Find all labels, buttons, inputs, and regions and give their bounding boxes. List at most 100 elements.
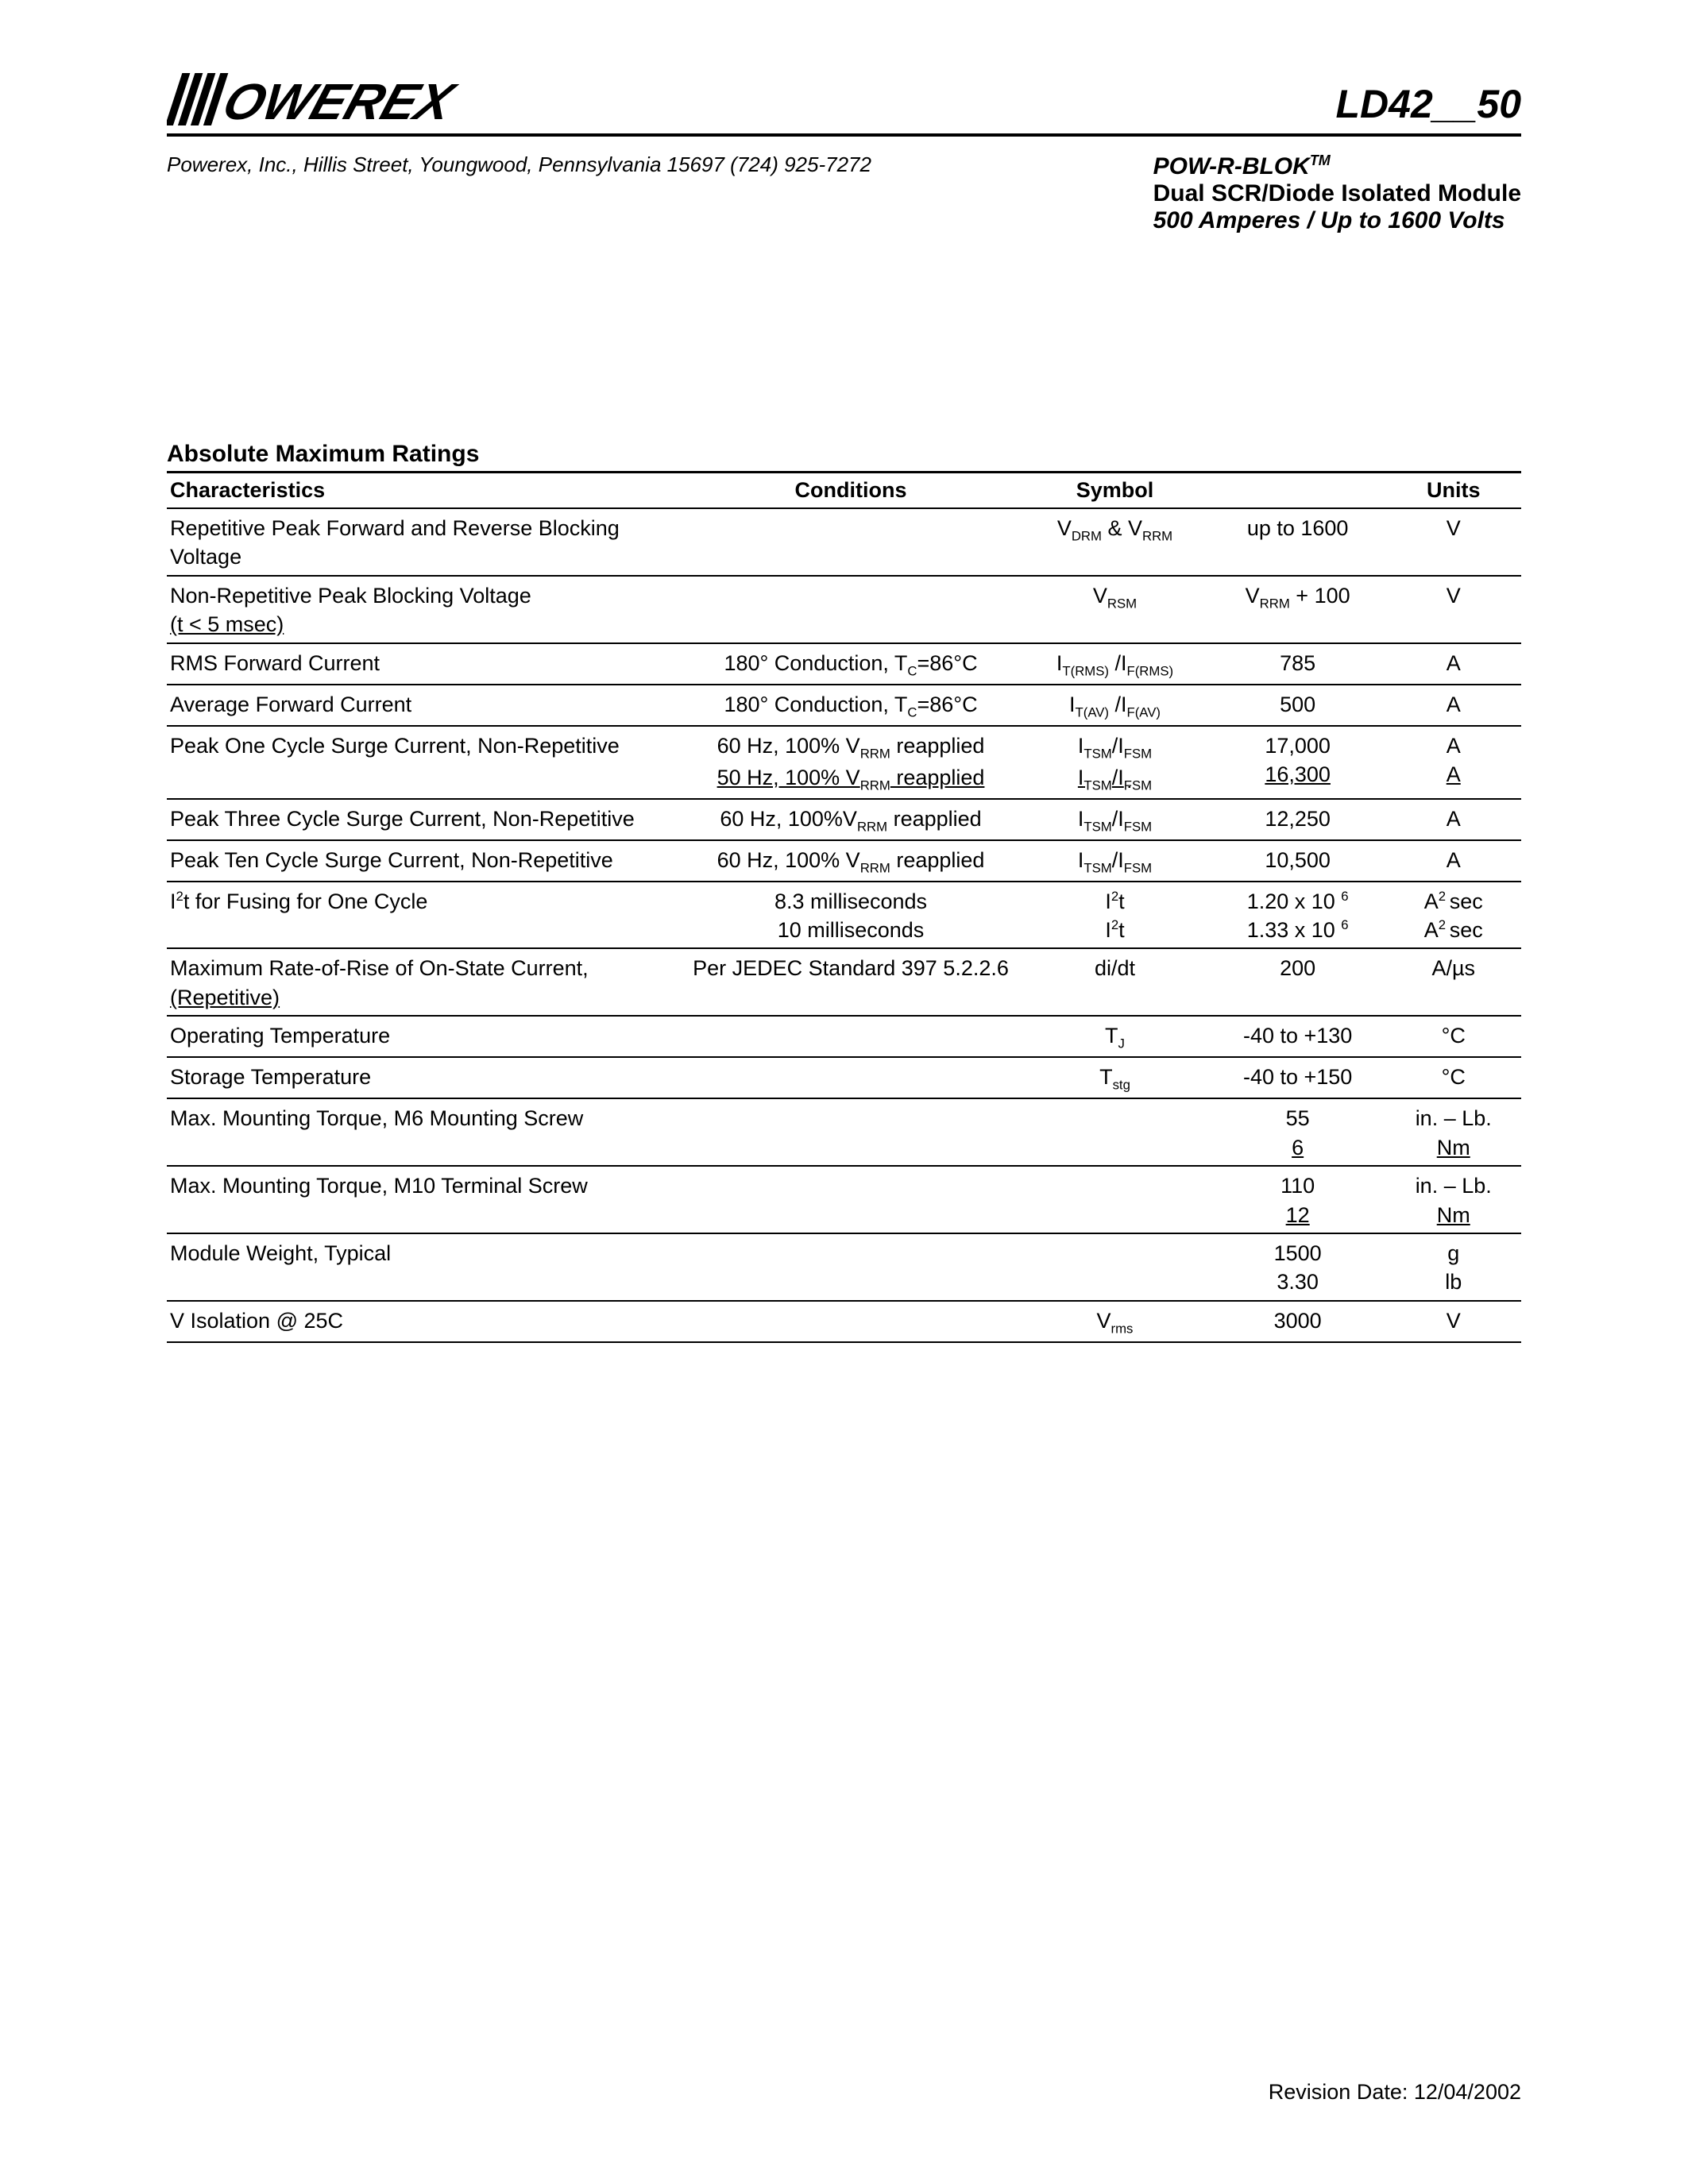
table-row: I2t for Fusing for One Cycle8.3 millisec… (167, 882, 1521, 949)
cell-symbol: TJ (1020, 1016, 1210, 1057)
cell-symbol: IT(AV) /IF(AV) (1020, 685, 1210, 726)
cell-characteristics: V Isolation @ 25C (167, 1301, 682, 1342)
table-header-row: Characteristics Conditions Symbol Units (167, 473, 1521, 509)
section-title: Absolute Maximum Ratings (167, 441, 1521, 468)
cell-characteristics: Max. Mounting Torque, M6 Mounting Screw (167, 1098, 682, 1166)
cell-symbol: di/dt (1020, 948, 1210, 1016)
product-desc-1: Dual SCR/Diode Isolated Module (1153, 180, 1521, 207)
table-row: Non-Repetitive Peak Blocking Voltage(t <… (167, 576, 1521, 643)
cell-units: AA (1385, 726, 1521, 799)
cell-units: °C (1385, 1016, 1521, 1057)
cell-conditions: 60 Hz, 100% VRRM reapplied (682, 840, 1020, 882)
cell-conditions (682, 1166, 1020, 1233)
cell-units: A/µs (1385, 948, 1521, 1016)
cell-characteristics: Peak One Cycle Surge Current, Non-Repeti… (167, 726, 682, 799)
cell-characteristics: Non-Repetitive Peak Blocking Voltage(t <… (167, 576, 682, 643)
cell-value: 12,250 (1210, 799, 1386, 840)
col-units: Units (1385, 473, 1521, 509)
cell-units: A2 secA2 sec (1385, 882, 1521, 949)
cell-symbol: VDRM & VRRM (1020, 508, 1210, 576)
table-row: Maximum Rate-of-Rise of On-State Current… (167, 948, 1521, 1016)
cell-characteristics: Module Weight, Typical (167, 1233, 682, 1301)
cell-characteristics: Repetitive Peak Forward and Reverse Bloc… (167, 508, 682, 576)
col-symbol: Symbol (1020, 473, 1210, 509)
cell-symbol: VRSM (1020, 576, 1210, 643)
cell-conditions: 180° Conduction, TC=86°C (682, 685, 1020, 726)
cell-symbol: I2tI2t (1020, 882, 1210, 949)
table-row: V Isolation @ 25C Vrms3000V (167, 1301, 1521, 1342)
tm-mark: TM (1310, 152, 1331, 168)
cell-conditions: Per JEDEC Standard 397 5.2.2.6 (682, 948, 1020, 1016)
cell-value: -40 to +130 (1210, 1016, 1386, 1057)
cell-conditions (682, 1098, 1020, 1166)
cell-units: V (1385, 1301, 1521, 1342)
cell-value: -40 to +150 (1210, 1057, 1386, 1098)
cell-value: VRRM + 100 (1210, 576, 1386, 643)
product-block: POW-R-BLOKTM Dual SCR/Diode Isolated Mod… (1153, 152, 1521, 234)
cell-units: A (1385, 799, 1521, 840)
cell-characteristics: Peak Ten Cycle Surge Current, Non-Repeti… (167, 840, 682, 882)
cell-symbol (1020, 1098, 1210, 1166)
cell-symbol: ITSM/IFSMITSM/IFSM (1020, 726, 1210, 799)
table-row: Peak Ten Cycle Surge Current, Non-Repeti… (167, 840, 1521, 882)
table-row: Average Forward Current180° Conduction, … (167, 685, 1521, 726)
cell-conditions (682, 1016, 1020, 1057)
svg-text:OWEREX: OWEREX (216, 73, 464, 127)
cell-characteristics: Operating Temperature (167, 1016, 682, 1057)
cell-units: A (1385, 840, 1521, 882)
cell-characteristics: Maximum Rate-of-Rise of On-State Current… (167, 948, 682, 1016)
cell-value: 500 (1210, 685, 1386, 726)
cell-characteristics: Peak Three Cycle Surge Current, Non-Repe… (167, 799, 682, 840)
cell-conditions: 8.3 milliseconds10 milliseconds (682, 882, 1020, 949)
part-number: LD42__50 (1336, 81, 1522, 127)
cell-symbol: Vrms (1020, 1301, 1210, 1342)
cell-units: V (1385, 508, 1521, 576)
cell-conditions (682, 508, 1020, 576)
cell-value: 1.20 x 10 61.33 x 10 6 (1210, 882, 1386, 949)
cell-value: 3000 (1210, 1301, 1386, 1342)
cell-conditions (682, 1233, 1020, 1301)
cell-characteristics: Max. Mounting Torque, M10 Terminal Screw (167, 1166, 682, 1233)
cell-value: 556 (1210, 1098, 1386, 1166)
table-row: Repetitive Peak Forward and Reverse Bloc… (167, 508, 1521, 576)
cell-value: 17,00016,300 (1210, 726, 1386, 799)
cell-units: A (1385, 685, 1521, 726)
product-brand: POW-R-BLOKTM (1153, 152, 1521, 180)
sub-header: Powerex, Inc., Hillis Street, Youngwood,… (167, 152, 1521, 234)
cell-symbol: ITSM/IFSM (1020, 799, 1210, 840)
table-row: RMS Forward Current180° Conduction, TC=8… (167, 643, 1521, 685)
table-row: Max. Mounting Torque, M10 Terminal Screw… (167, 1166, 1521, 1233)
cell-symbol (1020, 1166, 1210, 1233)
cell-characteristics: Average Forward Current (167, 685, 682, 726)
header: OWEREX LD42__50 (167, 71, 1521, 137)
cell-units: glb (1385, 1233, 1521, 1301)
cell-value: 15003.30 (1210, 1233, 1386, 1301)
cell-value: 10,500 (1210, 840, 1386, 882)
table-row: Storage TemperatureTstg-40 to +150°C (167, 1057, 1521, 1098)
table-row: Module Weight, Typical 15003.30glb (167, 1233, 1521, 1301)
cell-units: in. – Lb.Nm (1385, 1098, 1521, 1166)
cell-conditions: 60 Hz, 100% VRRM reapplied50 Hz, 100% VR… (682, 726, 1020, 799)
col-characteristics: Characteristics (167, 473, 682, 509)
cell-units: A (1385, 643, 1521, 685)
cell-conditions (682, 1057, 1020, 1098)
table-row: Max. Mounting Torque, M6 Mounting Screw 5… (167, 1098, 1521, 1166)
cell-symbol: IT(RMS) /IF(RMS) (1020, 643, 1210, 685)
cell-characteristics: I2t for Fusing for One Cycle (167, 882, 682, 949)
cell-units: V (1385, 576, 1521, 643)
cell-conditions (682, 1301, 1020, 1342)
cell-value: 785 (1210, 643, 1386, 685)
cell-symbol: ITSM/IFSM (1020, 840, 1210, 882)
cell-characteristics: RMS Forward Current (167, 643, 682, 685)
ratings-table: Characteristics Conditions Symbol Units … (167, 471, 1521, 1343)
col-conditions: Conditions (682, 473, 1020, 509)
company-info: Powerex, Inc., Hillis Street, Youngwood,… (167, 152, 871, 177)
revision-date: Revision Date: 12/04/2002 (1269, 2080, 1521, 2105)
cell-conditions (682, 576, 1020, 643)
table-row: Peak One Cycle Surge Current, Non-Repeti… (167, 726, 1521, 799)
cell-units: in. – Lb.Nm (1385, 1166, 1521, 1233)
logo: OWEREX (167, 71, 516, 127)
table-row: Operating Temperature TJ-40 to +130°C (167, 1016, 1521, 1057)
cell-symbol: Tstg (1020, 1057, 1210, 1098)
cell-value: 11012 (1210, 1166, 1386, 1233)
